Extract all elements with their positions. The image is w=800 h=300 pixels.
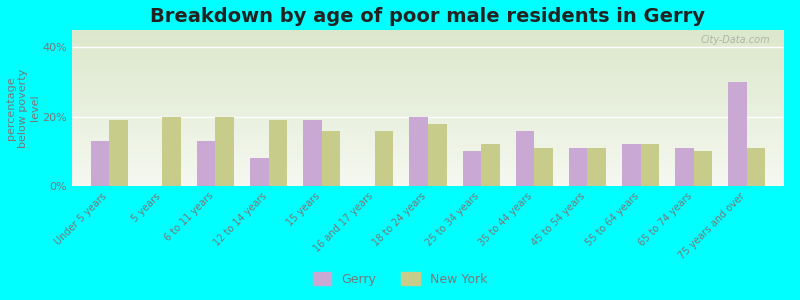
Bar [728, 82, 747, 186]
Legend: Gerry, New York: Gerry, New York [308, 267, 492, 291]
Bar [109, 120, 128, 186]
Bar [481, 144, 500, 186]
Bar [197, 141, 215, 186]
Y-axis label: percentage
below poverty
level: percentage below poverty level [6, 68, 40, 148]
Bar [622, 144, 641, 186]
Bar [534, 148, 553, 186]
Bar [162, 117, 181, 186]
Bar [694, 151, 712, 186]
Bar [410, 117, 428, 186]
Bar [747, 148, 766, 186]
Bar [675, 148, 694, 186]
Title: Breakdown by age of poor male residents in Gerry: Breakdown by age of poor male residents … [150, 7, 706, 26]
Bar [322, 130, 340, 186]
Bar [516, 130, 534, 186]
Bar [375, 130, 394, 186]
Bar [587, 148, 606, 186]
Bar [462, 151, 481, 186]
Bar [250, 158, 269, 186]
Bar [269, 120, 287, 186]
Bar [569, 148, 587, 186]
Text: City-Data.com: City-Data.com [700, 35, 770, 45]
Bar [641, 144, 659, 186]
Bar [90, 141, 109, 186]
Bar [428, 124, 446, 186]
Bar [215, 117, 234, 186]
Bar [303, 120, 322, 186]
